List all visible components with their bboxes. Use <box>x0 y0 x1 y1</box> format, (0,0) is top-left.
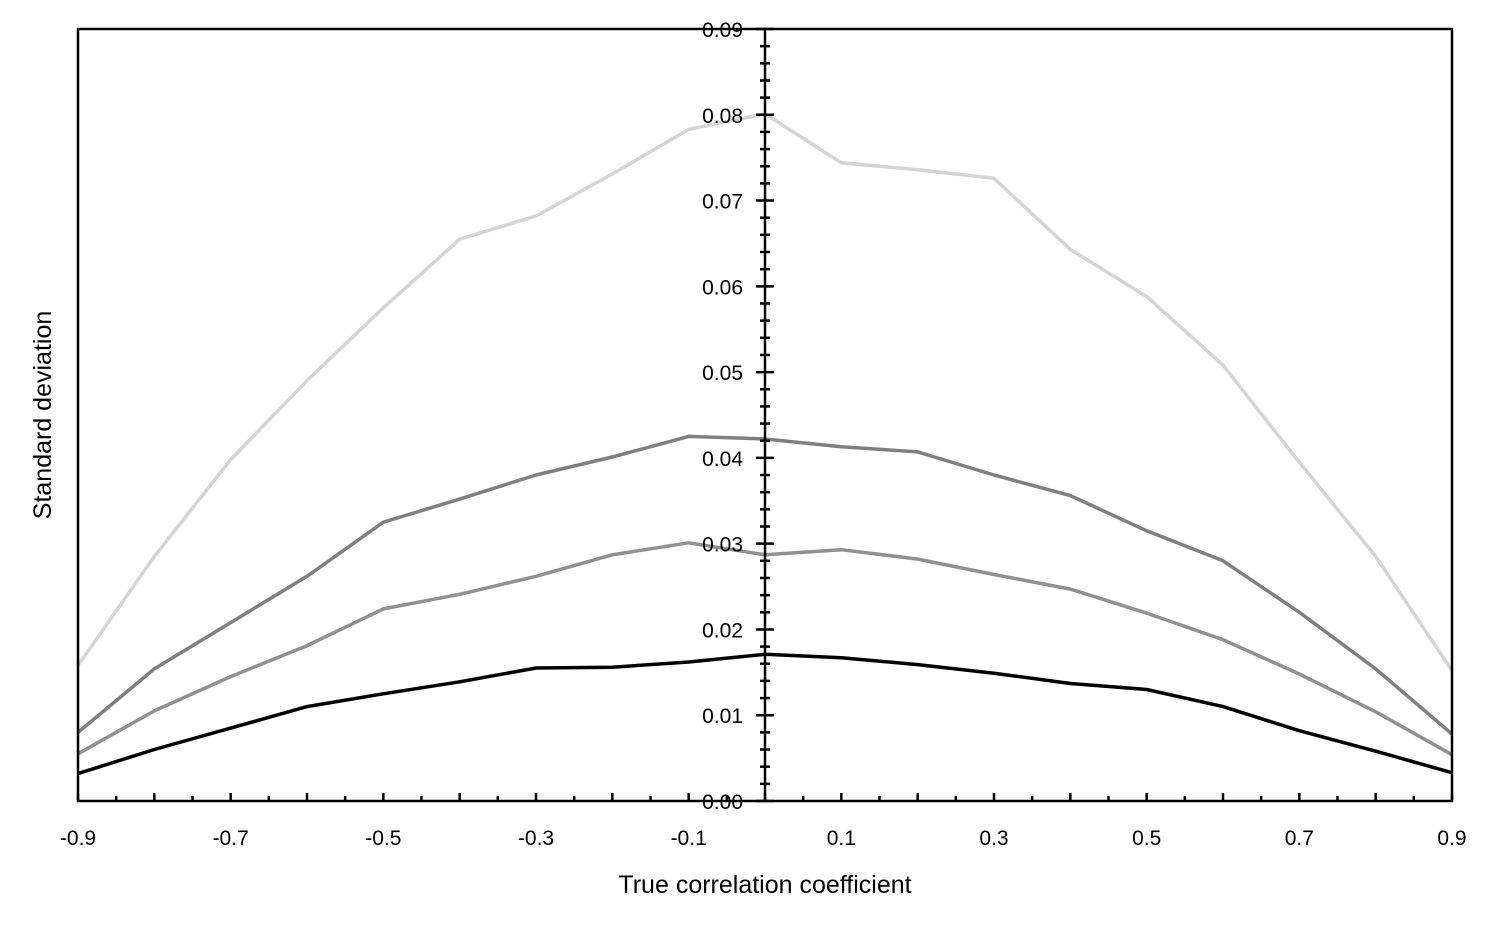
y-axis-title: Standard deviation <box>29 311 57 519</box>
x-tick-label: -0.1 <box>671 827 707 850</box>
x-axis-title: True correlation coefficient <box>618 871 911 899</box>
y-tick-label: 0.06 <box>702 276 743 299</box>
x-tick-label: 0.5 <box>1132 827 1161 850</box>
x-tick-label: -0.9 <box>60 827 96 850</box>
axis-layer <box>76 27 1454 803</box>
x-tick-label: 0.9 <box>1437 827 1466 850</box>
y-tick-label: 0.04 <box>702 448 743 471</box>
label-layer: -0.9 -0.7 -0.5 -0.3 -0.1 0.1 0.3 0.5 0.7 0.9 0.00 0… <box>60 19 1467 850</box>
y-tick-label: 0.09 <box>702 19 743 42</box>
x-tick-label: -0.7 <box>213 827 249 850</box>
y-tick-label: 0.08 <box>702 105 743 128</box>
y-tick-label: 0.05 <box>702 362 743 385</box>
y-tick-label: 0.07 <box>702 191 743 214</box>
x-tick-label: 0.3 <box>979 827 1008 850</box>
y-tick-label: 0.01 <box>702 705 743 728</box>
x-tick-label: -0.5 <box>365 827 401 850</box>
y-tick-label: 0.03 <box>702 534 743 557</box>
x-tick-label: 0.7 <box>1285 827 1314 850</box>
y-tick-label: 0.00 <box>702 791 743 814</box>
y-tick-label: 0.02 <box>702 619 743 642</box>
x-tick-label: -0.3 <box>518 827 554 850</box>
x-tick-label: 0.1 <box>827 827 856 850</box>
